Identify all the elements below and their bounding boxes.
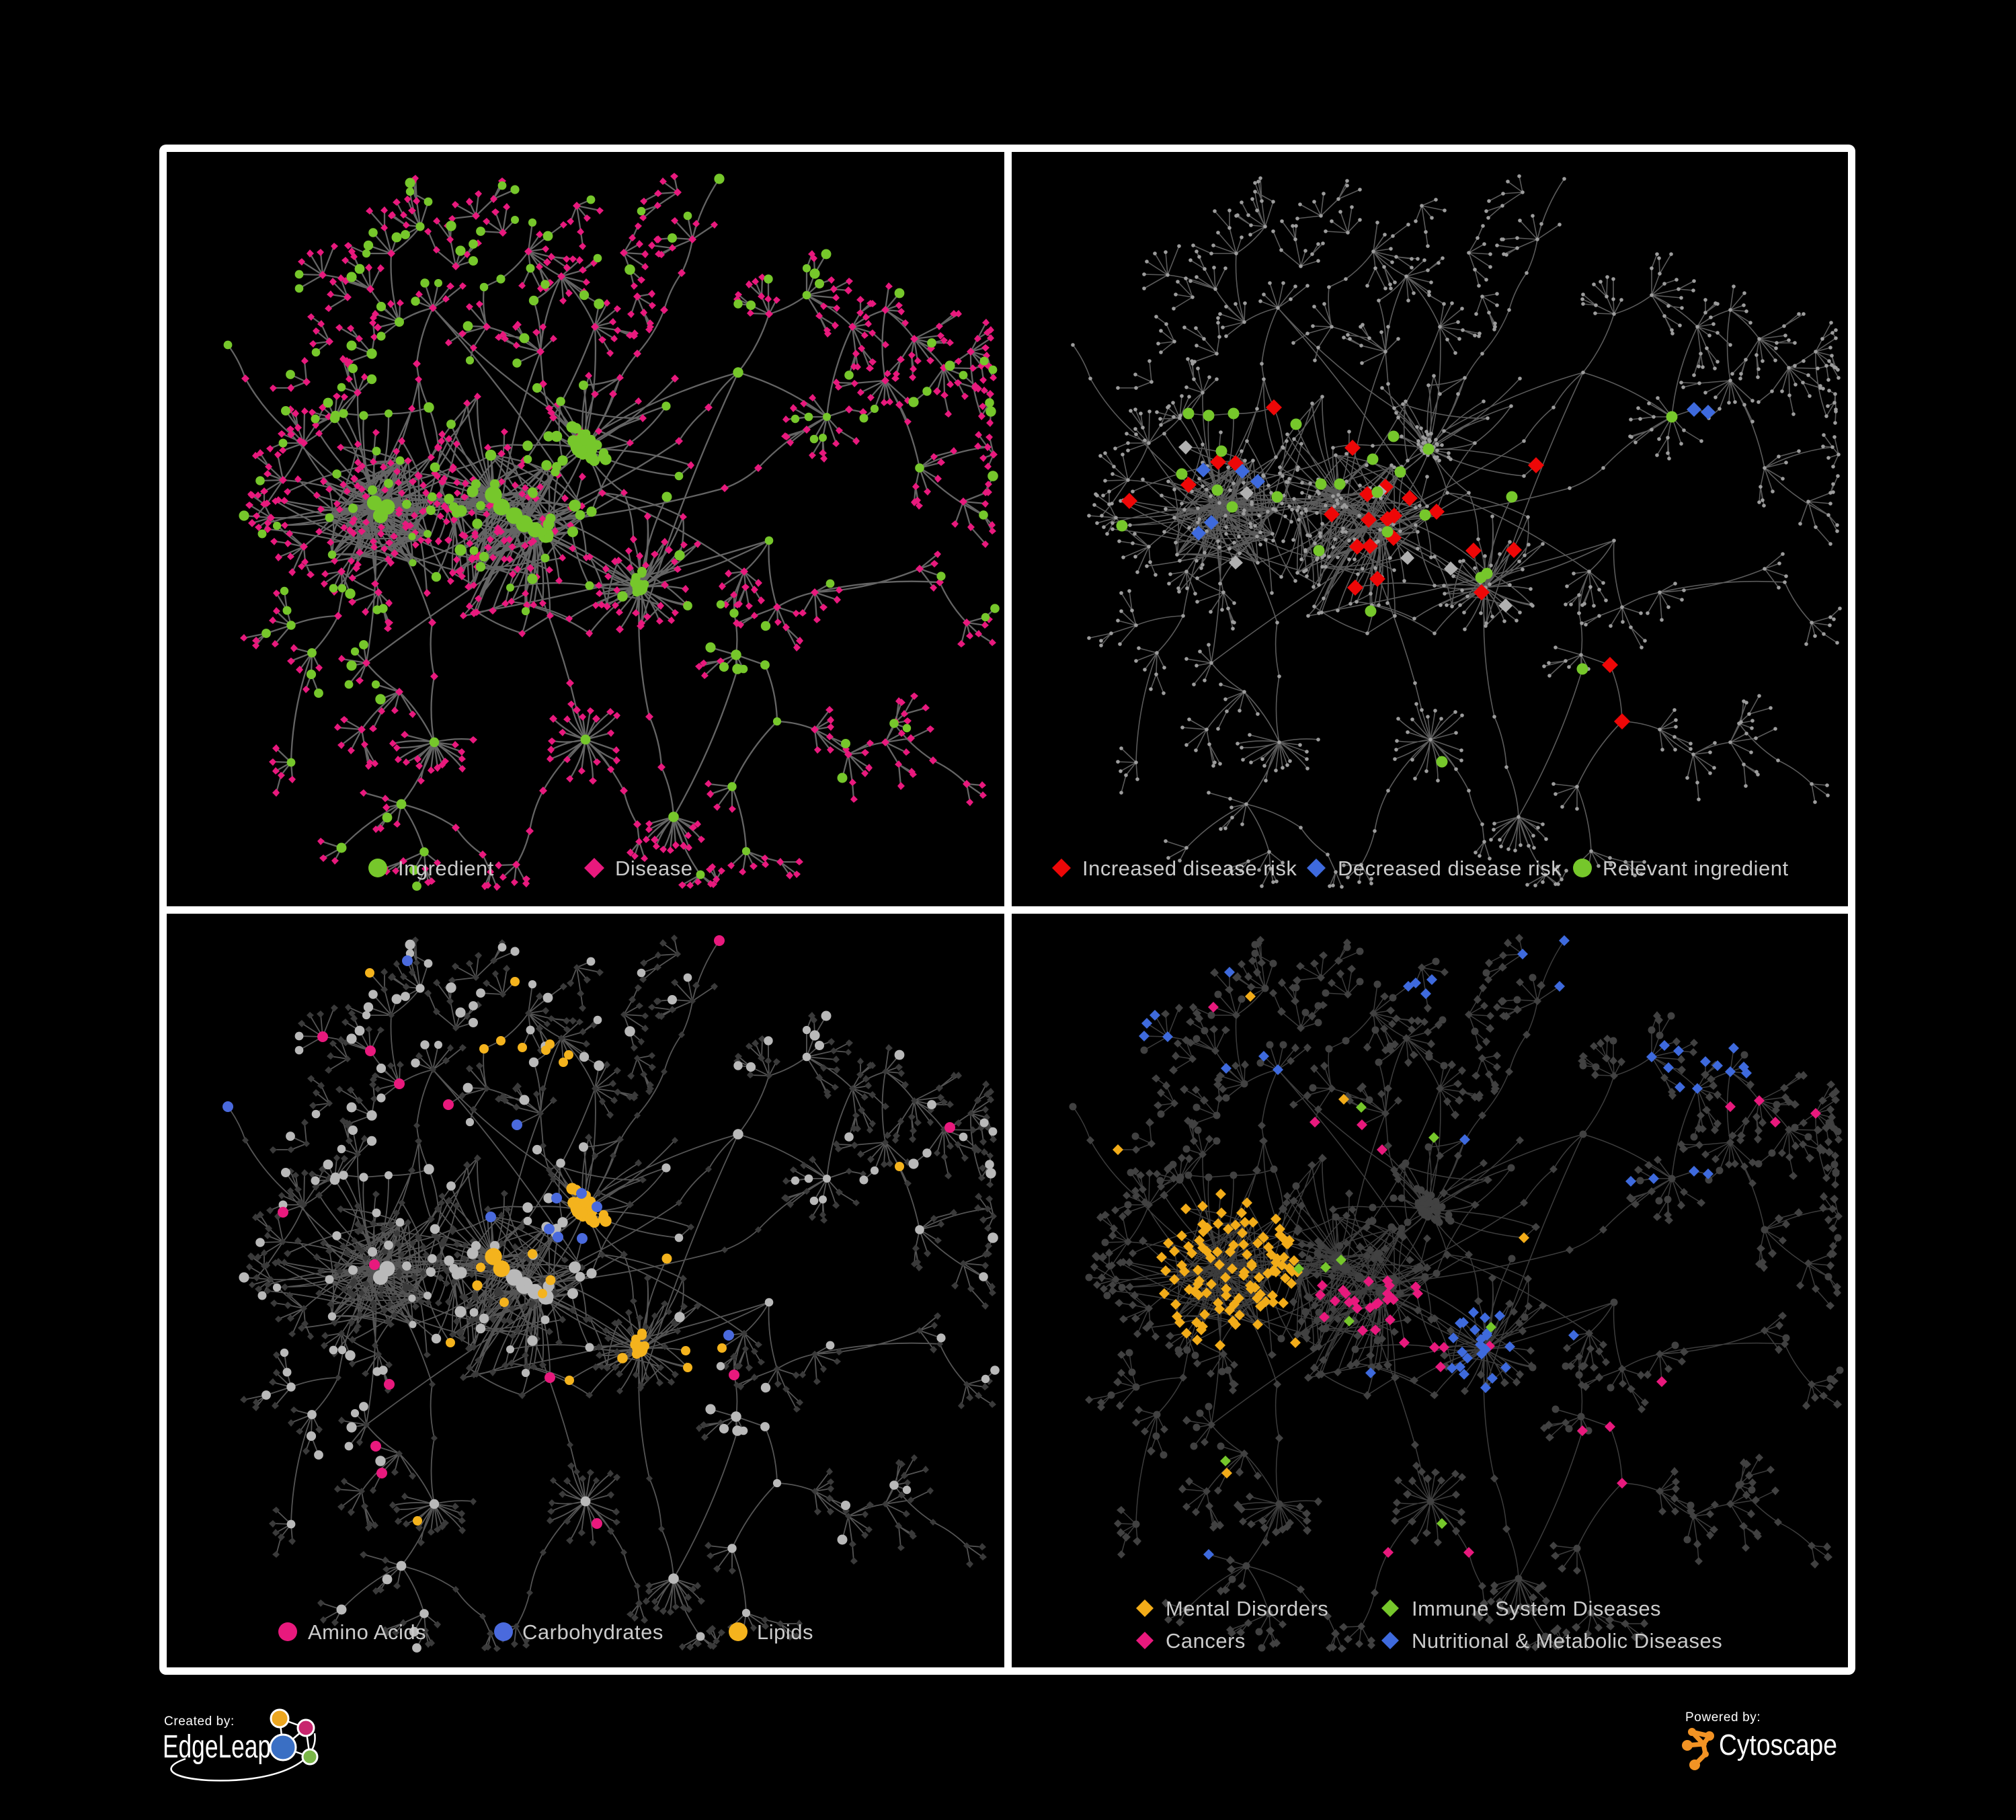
svg-text:Relevant ingredient: Relevant ingredient [1603, 857, 1789, 880]
svg-text:Carbohydrates: Carbohydrates [522, 1620, 663, 1644]
svg-text:Lipids: Lipids [757, 1620, 813, 1644]
svg-text:Increased disease risk: Increased disease risk [1082, 857, 1297, 880]
svg-text:Nutritional & Metabolic Diseas: Nutritional & Metabolic Diseases [1412, 1629, 1722, 1653]
svg-text:Ingredient: Ingredient [398, 857, 494, 880]
svg-text:Powered by:: Powered by: [1685, 1710, 1761, 1725]
svg-text:Decreased disease risk: Decreased disease risk [1338, 857, 1562, 880]
svg-text:Cancers: Cancers [1166, 1629, 1246, 1653]
svg-text:Amino Acids: Amino Acids [308, 1620, 426, 1644]
svg-text:Mental Disorders: Mental Disorders [1166, 1597, 1328, 1620]
svg-text:Immune System Diseases: Immune System Diseases [1412, 1597, 1661, 1620]
svg-text:Cytoscape: Cytoscape [1719, 1729, 1837, 1762]
svg-text:Disease: Disease [615, 857, 693, 880]
svg-text:Created by:: Created by: [164, 1714, 235, 1729]
svg-text:EdgeLeap: EdgeLeap [163, 1729, 271, 1765]
